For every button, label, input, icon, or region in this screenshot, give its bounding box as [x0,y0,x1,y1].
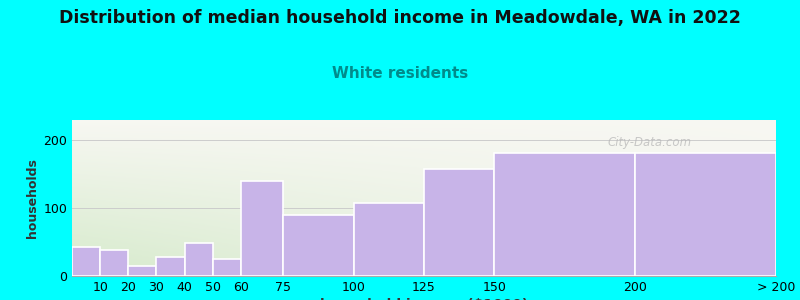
Bar [424,169,494,276]
Bar [494,153,635,276]
Bar [185,243,213,276]
X-axis label: household income ($1000): household income ($1000) [320,298,528,300]
Bar [635,153,776,276]
Bar [283,215,354,276]
Bar [241,181,283,276]
Y-axis label: households: households [26,158,39,238]
Text: Distribution of median household income in Meadowdale, WA in 2022: Distribution of median household income … [59,9,741,27]
Text: City-Data.com: City-Data.com [607,136,691,148]
Bar [354,203,424,276]
Bar [100,250,128,276]
Bar [72,247,100,276]
Bar [157,257,185,276]
Bar [128,266,157,276]
Text: White residents: White residents [332,66,468,81]
Bar [213,259,241,276]
